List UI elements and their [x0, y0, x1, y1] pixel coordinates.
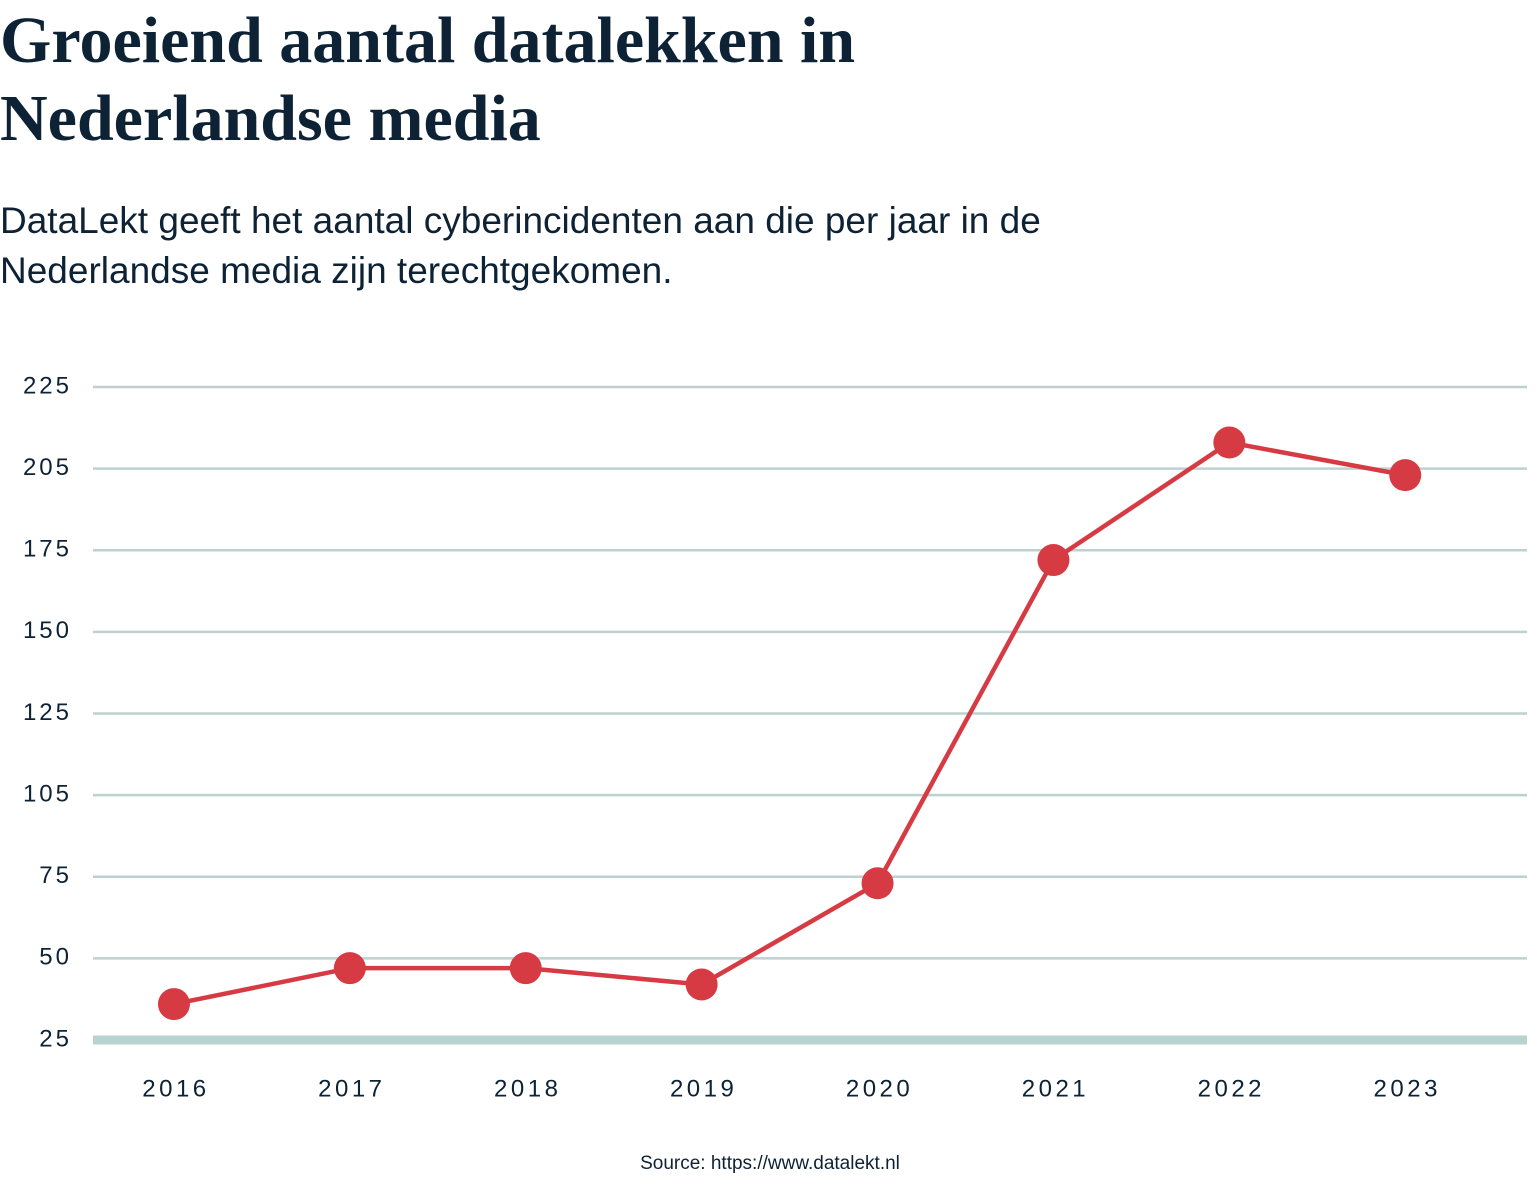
y-tick-label: 205 [23, 454, 72, 481]
y-tick-label: 105 [23, 780, 72, 807]
y-tick-label: 175 [23, 536, 72, 563]
point [861, 867, 894, 900]
point [1389, 459, 1422, 492]
x-tick-label: 2023 [1374, 1075, 1441, 1102]
x-tick-label: 2021 [1022, 1075, 1089, 1102]
point [685, 968, 718, 1001]
x-tick-label: 2018 [494, 1075, 561, 1102]
line [173, 440, 1406, 1007]
x-tick-label: 2017 [318, 1075, 385, 1102]
x-tick-label: 2016 [142, 1075, 209, 1102]
x-tick-label: 2022 [1198, 1075, 1265, 1102]
y-tick-label: 150 [23, 617, 72, 644]
x-tick-label: 2020 [846, 1075, 913, 1102]
point [1213, 426, 1246, 459]
y-tick-label: 25 [39, 1025, 72, 1052]
y-tick-label: 75 [39, 862, 72, 889]
x-tick-label: 2019 [670, 1075, 737, 1102]
chart-subtitle: DataLekt geeft het aantal cyberincidente… [0, 200, 1041, 291]
y-tick-label: 50 [39, 944, 72, 971]
y-tick-label: 225 [23, 372, 72, 399]
point [157, 988, 190, 1021]
point [1037, 544, 1070, 577]
chart-title: Groeiend aantal datalekken in Nederlands… [0, 4, 856, 155]
source: Source: https://www.datalekt.nl [640, 1153, 900, 1174]
y-tick-label: 125 [23, 699, 72, 726]
point [509, 952, 542, 985]
point [333, 952, 366, 985]
